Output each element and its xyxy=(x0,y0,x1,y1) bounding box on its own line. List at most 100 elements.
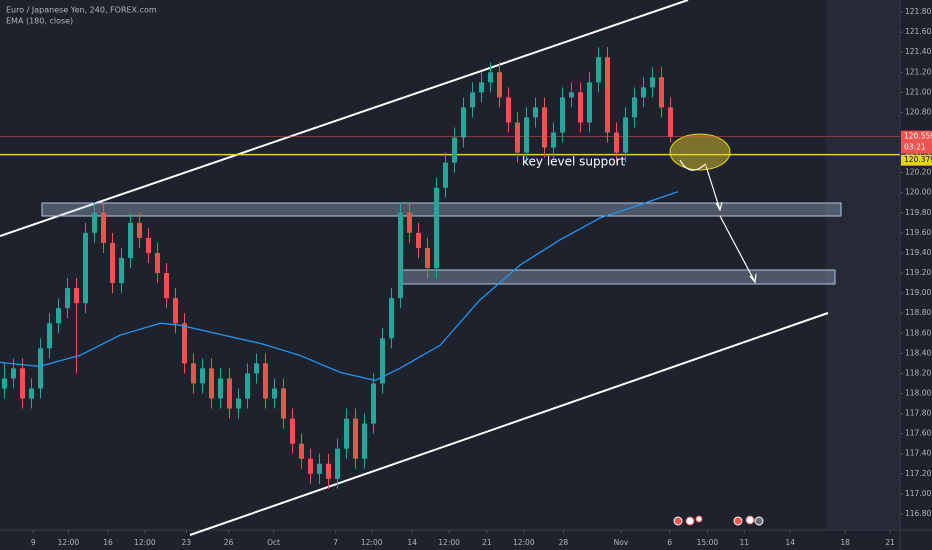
y-tick-label: 120.80 xyxy=(905,107,931,116)
candle-body xyxy=(155,252,160,274)
x-tick-label: 12:00 xyxy=(513,538,535,547)
y-tick-label: 119.60 xyxy=(905,228,931,237)
y-tick-label: 121.20 xyxy=(905,67,931,76)
y-tick-label: 119.80 xyxy=(905,208,931,217)
candle-body xyxy=(650,77,655,88)
candle-body xyxy=(128,222,133,258)
last-price-tag xyxy=(901,130,932,154)
candle-body xyxy=(488,72,493,83)
candle-body xyxy=(47,323,52,349)
candle-body xyxy=(254,363,259,374)
candle-body xyxy=(596,57,601,83)
x-tick-label: 18 xyxy=(840,538,850,547)
candle-body xyxy=(470,92,475,108)
y-tick-label: 119.40 xyxy=(905,248,931,257)
x-tick-label: 14 xyxy=(785,538,795,547)
candle-body xyxy=(110,242,115,284)
event-icon xyxy=(754,516,764,526)
y-tick-label: 121.80 xyxy=(905,7,931,16)
x-tick-label: 23 xyxy=(182,538,192,547)
candle-body xyxy=(182,323,187,364)
x-tick-label: 12:00 xyxy=(134,538,156,547)
candle-body xyxy=(335,448,340,479)
candle-body xyxy=(209,368,214,399)
candle-body xyxy=(668,107,673,137)
candle-body xyxy=(326,463,331,479)
candle-body xyxy=(362,423,367,459)
candle-body xyxy=(137,222,142,238)
candle-body xyxy=(506,97,511,123)
candle-body xyxy=(173,298,178,324)
x-tick-label: 14 xyxy=(407,538,417,547)
candle-body xyxy=(443,162,448,188)
candle-body xyxy=(551,132,556,148)
candle-body xyxy=(290,418,295,444)
candle-body xyxy=(74,288,79,304)
candle-body xyxy=(389,298,394,339)
candle-body xyxy=(605,57,610,133)
candle-body xyxy=(533,107,538,118)
candle-body xyxy=(560,97,565,133)
candle-body xyxy=(218,378,223,399)
y-tick-label: 120.20 xyxy=(905,168,931,177)
x-tick-label: 21 xyxy=(885,538,895,547)
x-tick-label: 26 xyxy=(224,538,234,547)
y-tick-label: 119.00 xyxy=(905,288,931,297)
y-tick-label: 117.00 xyxy=(905,489,931,498)
candle-body xyxy=(515,122,520,153)
resistance-zone xyxy=(41,202,842,217)
x-tick-label: 16 xyxy=(103,538,113,547)
candle-body xyxy=(92,212,97,233)
candle-body xyxy=(524,117,529,153)
candle-body xyxy=(542,107,547,148)
candle-body xyxy=(623,117,628,153)
x-tick-label: 21 xyxy=(482,538,492,547)
candle-body xyxy=(299,443,304,459)
event-icon xyxy=(673,516,683,526)
y-tick-label: 116.80 xyxy=(905,509,931,518)
candle-body xyxy=(119,257,124,284)
candle-body xyxy=(83,232,88,304)
lower-channel-line xyxy=(189,312,829,536)
event-icon xyxy=(733,516,743,526)
candle-body xyxy=(308,458,313,474)
y-tick-label: 118.80 xyxy=(905,308,931,317)
plot-area xyxy=(0,47,900,489)
y-tick-label: 119.20 xyxy=(905,268,931,277)
chart-title: Euro / Japanese Yen, 240, FOREX.com xyxy=(6,6,157,15)
level-label: 120.379 xyxy=(904,155,932,164)
y-tick-label: 121.00 xyxy=(905,87,931,96)
y-tick-label: 118.60 xyxy=(905,328,931,337)
candle-body xyxy=(56,308,61,324)
y-tick-label: 118.20 xyxy=(905,368,931,377)
candle-body xyxy=(200,368,205,384)
candle-body xyxy=(659,77,664,108)
event-icon xyxy=(685,516,695,526)
y-tick-label: 117.20 xyxy=(905,469,931,478)
x-tick-label: 28 xyxy=(559,538,569,547)
x-tick-label: 9 xyxy=(31,538,36,547)
candle-body xyxy=(2,378,7,389)
x-tick-label: 12:00 xyxy=(361,538,383,547)
support-zone xyxy=(398,269,836,285)
last-price-label: 120.559 xyxy=(904,132,932,141)
candle-body xyxy=(344,418,349,449)
candle-body xyxy=(380,338,385,384)
candle-body xyxy=(272,388,277,399)
candle-body xyxy=(569,92,574,98)
x-tick-label: 12:00 xyxy=(58,538,80,547)
annotation: key level support xyxy=(522,155,626,169)
candle-body xyxy=(461,107,466,138)
event-icon xyxy=(695,515,703,523)
y-tick-label: 118.00 xyxy=(905,388,931,397)
y-tick-label: 121.60 xyxy=(905,27,931,36)
candle-body xyxy=(317,463,322,474)
candle-body xyxy=(11,368,16,379)
arrow xyxy=(719,215,757,284)
y-tick-label: 118.40 xyxy=(905,348,931,357)
candle-body xyxy=(425,247,430,269)
candle-body xyxy=(227,378,232,409)
ema-line xyxy=(0,191,678,382)
